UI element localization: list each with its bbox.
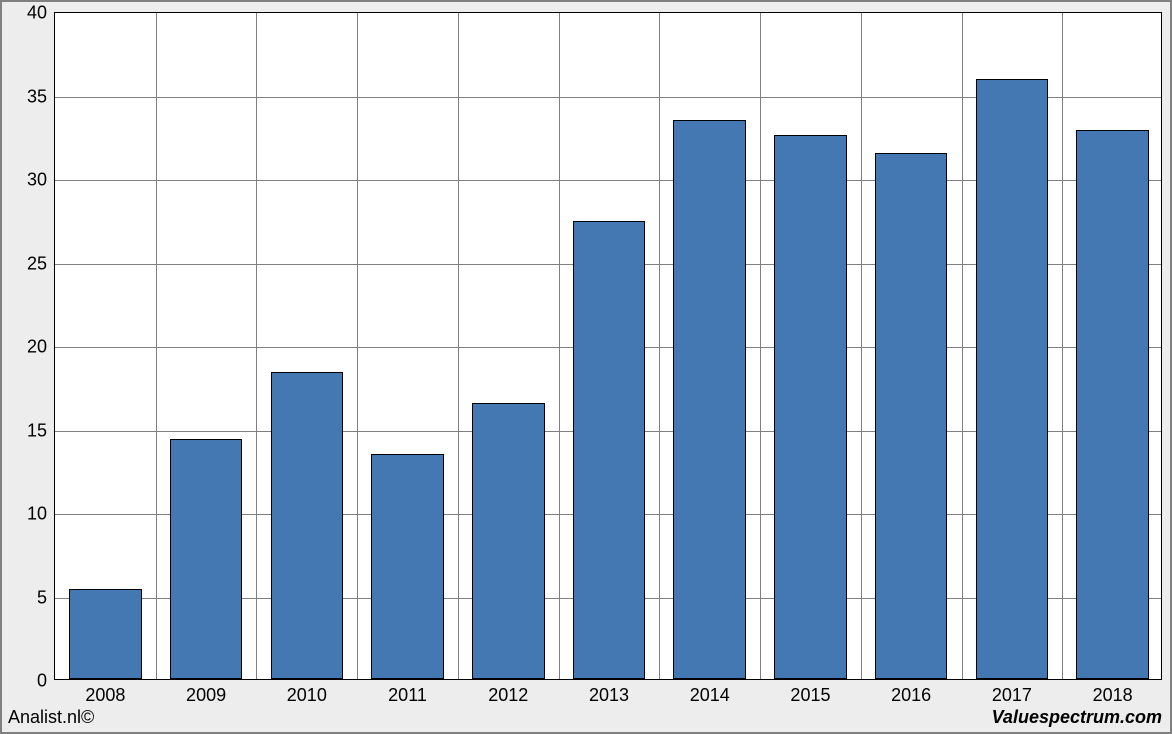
x-axis-label: 2016 xyxy=(891,679,931,706)
x-axis-label: 2012 xyxy=(488,679,528,706)
y-axis-label: 30 xyxy=(27,170,55,191)
bar xyxy=(774,135,847,679)
gridline-vertical xyxy=(861,13,862,679)
y-axis-label: 10 xyxy=(27,504,55,525)
x-axis-label: 2008 xyxy=(85,679,125,706)
gridline-vertical xyxy=(559,13,560,679)
gridline-vertical xyxy=(962,13,963,679)
gridline-vertical xyxy=(156,13,157,679)
bar xyxy=(1076,130,1149,679)
gridline-vertical xyxy=(458,13,459,679)
y-axis-label: 0 xyxy=(37,671,55,692)
y-axis-label: 25 xyxy=(27,253,55,274)
y-axis-label: 20 xyxy=(27,337,55,358)
footer-right-text: Valuespectrum.com xyxy=(992,707,1162,728)
plot-area: 0510152025303540200820092010201120122013… xyxy=(54,12,1162,680)
bar xyxy=(472,403,545,679)
x-axis-label: 2013 xyxy=(589,679,629,706)
x-axis-label: 2010 xyxy=(287,679,327,706)
chart-frame: 0 5 10 15 20 25 30 35 40 2008 2009 2010 2011 2012 2013… xyxy=(0,0,1172,734)
y-axis-label: 35 xyxy=(27,86,55,107)
x-axis-label: 2014 xyxy=(690,679,730,706)
y-axis-label: 15 xyxy=(27,420,55,441)
y-axis-label: 40 xyxy=(27,3,55,24)
x-axis-label: 2011 xyxy=(388,679,427,706)
bar xyxy=(573,221,646,679)
footer-left-text: Analist.nl© xyxy=(8,707,94,728)
bar xyxy=(271,372,344,679)
gridline-vertical xyxy=(256,13,257,679)
y-axis-label: 5 xyxy=(37,587,55,608)
gridline-vertical xyxy=(357,13,358,679)
x-axis-label: 2018 xyxy=(1093,679,1133,706)
x-axis-label: 2017 xyxy=(992,679,1032,706)
gridline-vertical xyxy=(1062,13,1063,679)
gridline-vertical xyxy=(760,13,761,679)
bar xyxy=(170,439,243,679)
bar xyxy=(976,79,1049,679)
x-axis-label: 2009 xyxy=(186,679,226,706)
bar xyxy=(673,120,746,679)
bar xyxy=(875,153,948,679)
x-axis-label: 2015 xyxy=(790,679,830,706)
bar xyxy=(69,589,142,679)
bar xyxy=(371,454,444,679)
gridline-vertical xyxy=(659,13,660,679)
